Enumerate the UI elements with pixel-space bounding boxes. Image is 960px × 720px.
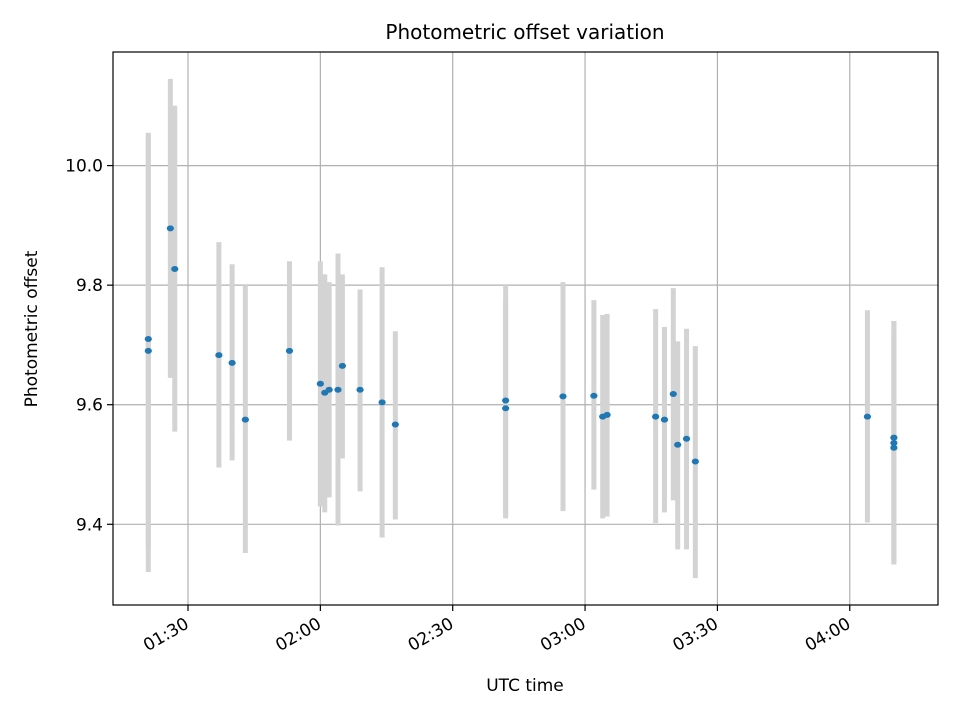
data-point (144, 335, 152, 342)
x-axis-title: UTC time (486, 676, 564, 696)
chart-title: Photometric offset variation (385, 20, 664, 44)
data-point (144, 347, 152, 354)
data-point (502, 397, 510, 404)
y-tick-label: 9.4 (76, 515, 103, 535)
data-points (144, 225, 898, 465)
data-point (559, 393, 567, 400)
x-tick-label: 02:30 (405, 614, 457, 656)
data-point (674, 441, 682, 448)
data-point (890, 439, 898, 446)
y-tick-label: 9.6 (76, 396, 103, 416)
y-tick-label: 9.8 (76, 276, 103, 296)
data-point (590, 392, 598, 399)
data-point (166, 225, 174, 232)
error-bars (145, 78, 897, 579)
y-axis-title: Photometric offset (22, 250, 42, 407)
data-point (669, 390, 677, 397)
y-axis-ticks: 9.4 9.6 9.8 10.0 (65, 157, 113, 535)
plot-frame (112, 51, 939, 606)
data-point (863, 413, 872, 420)
data-point (378, 399, 386, 406)
data-point (890, 434, 898, 441)
x-tick-label: 01:30 (140, 614, 192, 656)
data-point (241, 416, 249, 423)
data-point (171, 266, 179, 273)
data-point (603, 411, 611, 418)
x-tick-label: 04:00 (802, 614, 854, 656)
data-point (338, 362, 347, 369)
data-point (391, 421, 399, 428)
data-point (325, 386, 333, 393)
data-point (334, 386, 342, 393)
x-tick-label: 03:00 (537, 614, 589, 656)
data-point (502, 405, 510, 412)
data-point (890, 444, 898, 451)
x-tick-label: 03:30 (669, 614, 721, 656)
data-point (682, 435, 691, 442)
data-point (660, 416, 669, 423)
y-tick-label: 10.0 (65, 157, 103, 177)
data-point (285, 347, 294, 354)
data-point (316, 380, 324, 387)
x-axis-ticks: 01:30 02:00 02:30 03:00 03:30 04:00 (140, 605, 854, 656)
grid (113, 52, 938, 605)
data-point (691, 458, 699, 465)
data-point (215, 352, 223, 359)
x-tick-label: 02:00 (272, 614, 324, 656)
data-point (652, 413, 660, 420)
data-point (228, 359, 236, 366)
data-point (356, 386, 364, 393)
